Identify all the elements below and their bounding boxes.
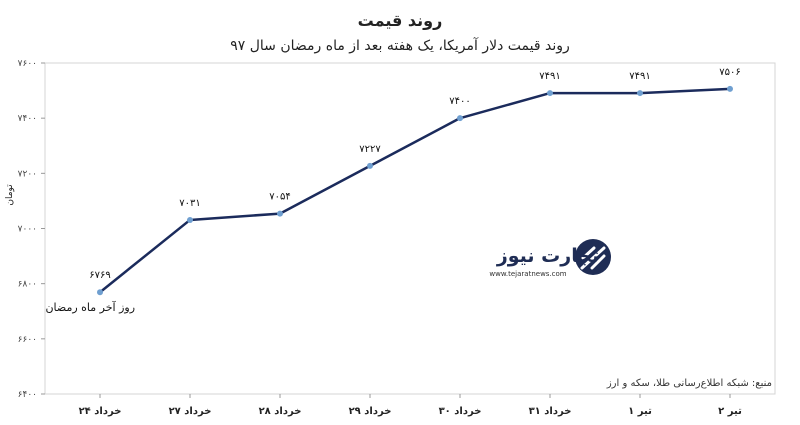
x-tick-label: ۲۴ خرداد: [79, 406, 122, 417]
x-tick-label: ۳۱ خرداد: [529, 406, 572, 417]
chart-title: روند قیمت: [358, 11, 443, 30]
x-tick-label: ۲۷ خرداد: [169, 406, 212, 417]
tejaratnews-logo: تجارت نیوز www.tejaratnews.com: [489, 239, 611, 278]
y-tick-label: ۶۸۰۰: [18, 280, 37, 290]
x-tick-label: ۲ تیر: [718, 406, 742, 417]
series-line-group: ۶۷۶۹ ۷۰۳۱ ۷۰۵۴ ۷۲۲۷ ۷۴۰۰ ۷۴۹۱ ۷۴۹۱ ۷۵۰۶: [89, 67, 741, 296]
data-label: ۷۴۹۱: [629, 71, 650, 82]
data-label: ۷۲۲۷: [359, 144, 381, 155]
x-tick-label: ۱ تیر: [628, 406, 652, 417]
x-tick-label: ۲۸ خرداد: [259, 406, 302, 417]
source-note: منبع: شبکه اطلاع‌رسانی طلا، سکه و ارز: [606, 378, 772, 389]
logo-wordmark: تجارت نیوز: [496, 245, 599, 267]
data-point: [547, 90, 553, 97]
y-tick-label: ۶۶۰۰: [18, 335, 37, 345]
data-point: [277, 210, 283, 217]
data-point: [187, 216, 193, 223]
data-label: ۷۴۰۰: [449, 96, 470, 107]
x-tick-label: ۳۰ خرداد: [439, 406, 482, 417]
series-line: [99, 87, 731, 294]
plot-area-frame: [44, 62, 776, 395]
x-tick-label: ۲۹ خرداد: [349, 406, 392, 417]
data-label: ۷۵۰۶: [719, 67, 740, 78]
logo-url: www.tejaratnews.com: [489, 270, 566, 278]
data-label: ۷۰۵۴: [269, 192, 290, 203]
chart-subtitle: روند قیمت دلار آمریکا، یک هفته بعد از ما…: [230, 37, 570, 54]
y-tick-label: ۷۶۰۰: [18, 59, 37, 69]
y-tick-label: ۷۲۰۰: [18, 169, 37, 179]
axes: ۶۴۰۰ ۶۶۰۰ ۶۸۰۰ ۷۰۰۰ ۷۲۰۰ ۷۴۰۰ ۷۶۰۰ ۲۴ خرداد ۲۷ خ…: [18, 59, 776, 417]
y-tick-label: ۷۴۰۰: [18, 114, 37, 124]
data-point: [97, 289, 103, 296]
data-label: ۷۴۹۱: [539, 71, 560, 82]
data-point: [637, 90, 643, 97]
y-tick-label: ۷۰۰۰: [18, 225, 37, 235]
y-axis-label: تومان: [5, 184, 15, 206]
data-point: [457, 115, 463, 122]
data-label: ۶۷۶۹: [89, 270, 110, 281]
y-tick-label: ۶۴۰۰: [18, 390, 37, 400]
annotation-last-ramadan-day: روز آخر ماه رمضان: [45, 300, 135, 314]
data-label: ۷۰۳۱: [179, 198, 200, 209]
data-point: [727, 85, 733, 92]
data-point: [367, 162, 373, 169]
